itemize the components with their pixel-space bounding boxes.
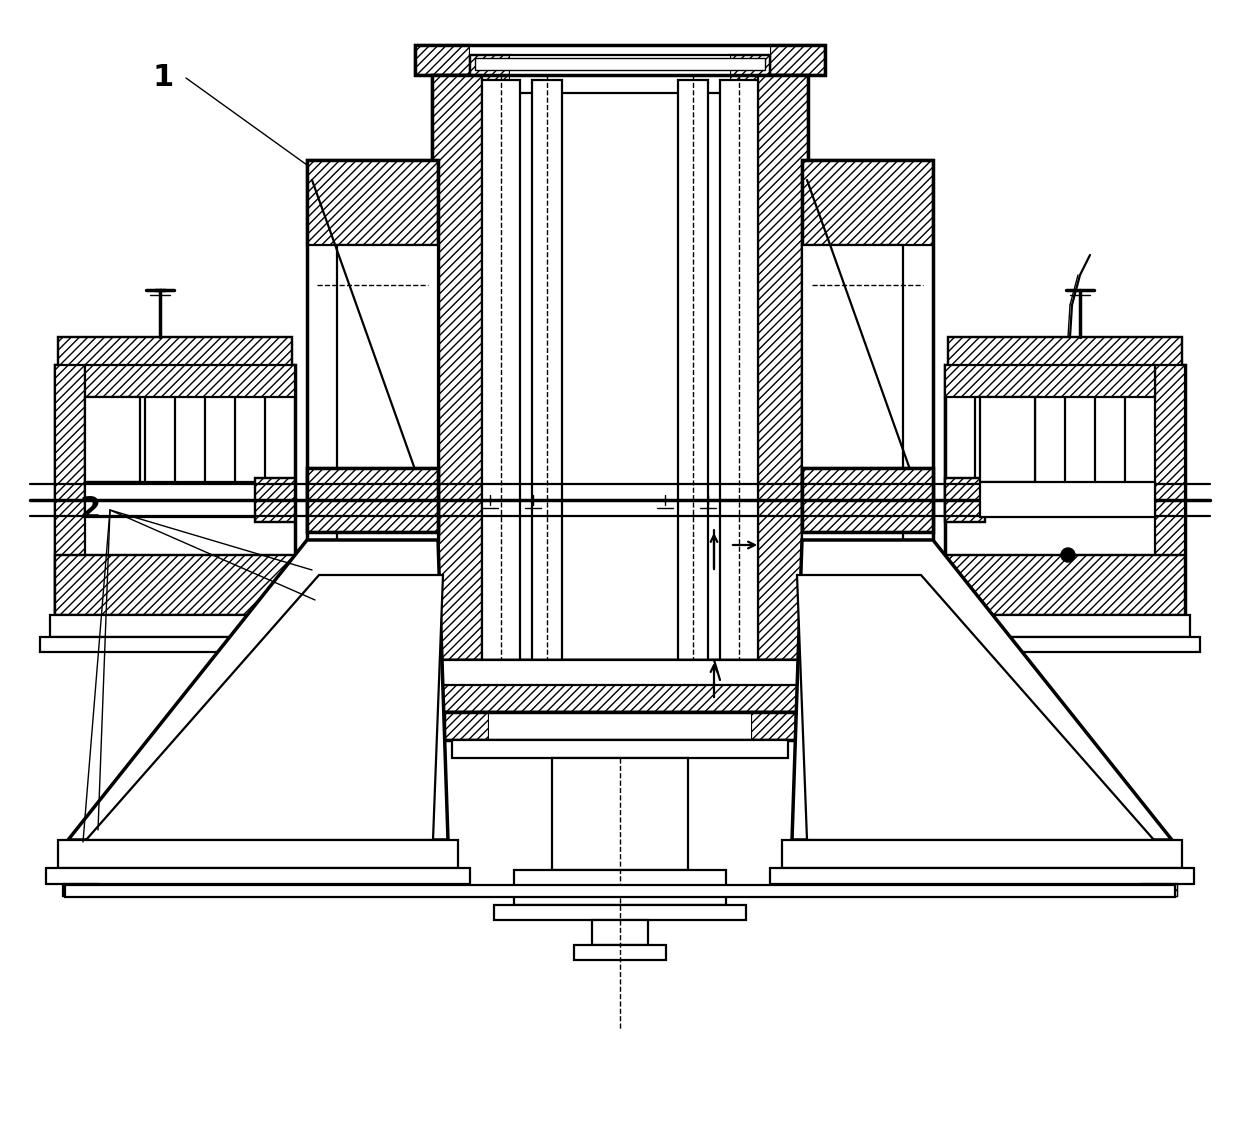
Polygon shape (68, 540, 448, 840)
Bar (758, 74, 808, 660)
Bar (482, 80, 520, 660)
Bar (55, 555, 295, 615)
Bar (415, 45, 470, 74)
Bar (308, 468, 438, 532)
Bar (444, 712, 796, 740)
Bar (86, 397, 140, 482)
Bar (515, 870, 725, 905)
Bar (58, 840, 458, 868)
Bar (770, 868, 1194, 884)
Bar (720, 80, 758, 660)
Bar (949, 337, 1182, 367)
Bar (980, 482, 1154, 517)
Bar (308, 160, 438, 245)
Bar (255, 478, 295, 521)
Bar (470, 55, 510, 93)
Polygon shape (797, 575, 1154, 840)
Bar (591, 920, 649, 945)
Bar (1142, 884, 1177, 896)
Text: 1: 1 (153, 63, 174, 93)
Bar (770, 45, 825, 74)
Bar (945, 478, 985, 521)
Bar (940, 615, 1190, 637)
Bar (58, 337, 291, 367)
Bar (945, 555, 1185, 615)
Bar (64, 885, 1176, 897)
Bar (532, 80, 562, 660)
Polygon shape (792, 540, 1172, 840)
Circle shape (1061, 548, 1075, 562)
Bar (945, 478, 985, 521)
Bar (410, 660, 830, 685)
Bar (50, 615, 300, 637)
Bar (945, 364, 1154, 397)
Bar (802, 245, 903, 540)
Bar (308, 160, 438, 540)
Bar (945, 364, 1185, 615)
Bar (337, 245, 438, 540)
Bar (802, 468, 932, 532)
Bar (63, 884, 98, 896)
Bar (453, 740, 787, 758)
Bar (55, 364, 86, 615)
Bar (574, 945, 666, 960)
Bar (494, 905, 746, 920)
Bar (945, 555, 1185, 615)
Bar (1154, 364, 1185, 615)
Bar (55, 364, 295, 615)
Bar (751, 712, 796, 740)
Bar (432, 74, 482, 660)
Bar (40, 637, 310, 652)
Bar (802, 468, 932, 532)
Bar (802, 160, 932, 245)
Bar (782, 840, 1182, 868)
Bar (730, 55, 770, 93)
Bar (470, 55, 770, 93)
Bar (949, 337, 1182, 367)
Bar (308, 468, 438, 532)
Bar (63, 884, 98, 896)
Bar (58, 337, 291, 367)
Bar (930, 637, 1200, 652)
Bar (255, 478, 295, 521)
Bar (1142, 884, 1177, 896)
Bar (489, 712, 751, 740)
Bar (678, 80, 708, 660)
Bar (552, 758, 688, 870)
Bar (802, 160, 932, 540)
Bar (46, 868, 470, 884)
Bar (510, 55, 730, 93)
Bar (432, 74, 808, 660)
Bar (444, 712, 489, 740)
Bar (432, 660, 808, 712)
Bar (432, 660, 808, 712)
Bar (475, 58, 765, 70)
Polygon shape (86, 575, 443, 840)
Bar (86, 364, 295, 397)
Bar (415, 45, 825, 74)
Bar (55, 555, 295, 615)
Bar (86, 482, 295, 517)
Text: 2: 2 (79, 495, 100, 525)
Bar (470, 45, 770, 74)
Bar (980, 397, 1035, 482)
